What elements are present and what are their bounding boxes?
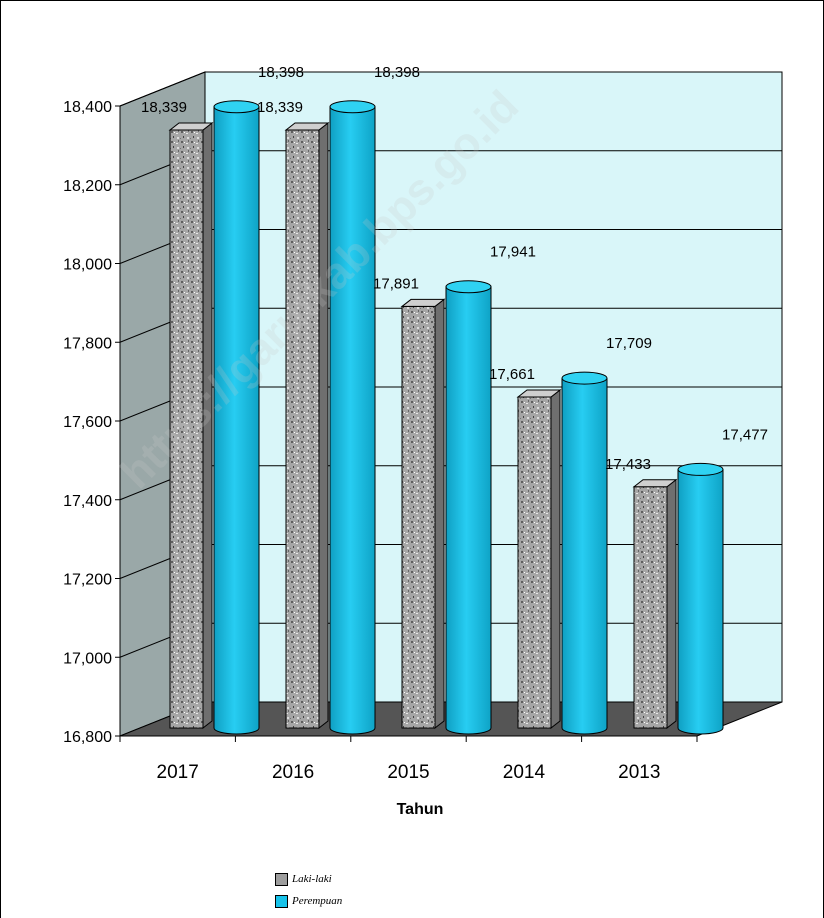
legend-label-perempuan: Perempuan [292,895,343,907]
bar-laki [401,305,436,729]
y-tick-label: 18,400 [63,99,112,116]
x-tick-label: 2017 [157,762,199,783]
data-label-laki: 18,339 [257,99,303,116]
bar-laki [285,129,320,729]
bar-laki-side [666,478,677,730]
bar-perempuan [445,286,492,735]
bar-perempuan [329,106,376,735]
y-tick-label: 17,800 [63,335,112,352]
y-tick-label: 17,600 [63,414,112,431]
bar-perempuan-top [213,100,260,114]
bar-laki [517,396,552,729]
bar-perempuan [213,106,260,735]
bar-laki-side [550,388,561,730]
bar-laki-top [516,389,562,398]
x-axis-title: Tahun [397,801,444,818]
bar-laki-top [168,122,214,131]
x-tick-label: 2013 [618,762,660,783]
bar-perempuan-top [561,371,608,385]
legend-swatch-perempuan [275,894,288,908]
bar-perempuan [561,377,608,735]
bar-perempuan-top [677,462,724,476]
bar-laki-top [632,479,678,488]
gridline-side [119,71,206,107]
data-label-laki: 17,661 [489,366,535,383]
bar-laki-side [318,121,329,730]
data-label-perempuan: 17,709 [606,335,652,352]
data-label-perempuan: 17,477 [722,426,768,443]
x-tick-label: 2016 [272,762,314,783]
legend-item-laki: Laki-laki [275,868,375,890]
y-tick-label: 17,200 [63,572,112,589]
bar-laki-side [434,298,445,730]
y-tick-label: 17,400 [63,493,112,510]
bar-perempuan-top [329,100,376,114]
bar-perempuan [677,468,724,735]
data-label-perempuan: 17,941 [490,244,536,261]
y-tick-label: 18,000 [63,257,112,274]
legend-item-perempuan: Perempuan [275,890,375,912]
data-label-laki: 17,433 [605,456,651,473]
y-tick-label: 17,000 [63,650,112,667]
data-label-laki: 18,339 [141,99,187,116]
legend: Laki-laki Perempuan [275,868,375,912]
y-tick-label: 18,200 [63,178,112,195]
legend-swatch-laki [275,872,288,886]
y-tick-label: 16,800 [63,729,112,746]
data-label-perempuan: 18,398 [258,64,304,81]
bar-laki [169,129,204,729]
bar-laki [633,486,668,729]
x-tick-label: 2015 [387,762,429,783]
bar-laki-top [400,298,446,307]
data-label-laki: 17,891 [373,275,419,292]
bar-perempuan-top [445,280,492,294]
x-tick-label: 2014 [503,762,546,783]
legend-label-laki: Laki-laki [292,873,332,885]
data-label-perempuan: 18,398 [374,64,420,81]
bar-laki-top [284,122,330,131]
